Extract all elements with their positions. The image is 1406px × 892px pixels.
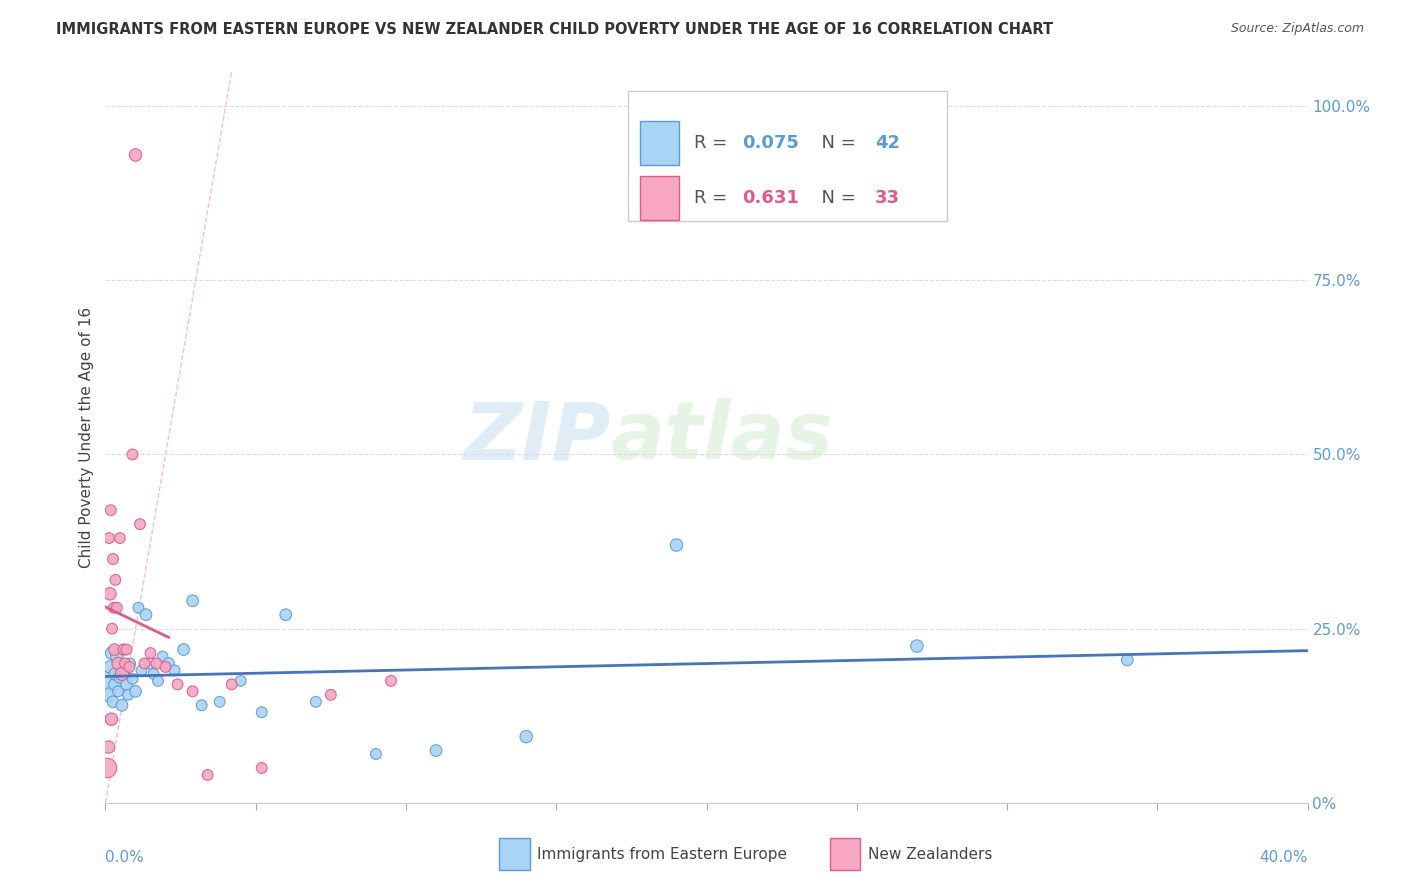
Point xyxy=(665,538,688,552)
Point xyxy=(104,667,127,681)
Point xyxy=(157,657,180,671)
Text: 40.0%: 40.0% xyxy=(1260,850,1308,865)
Point xyxy=(121,448,143,462)
Point xyxy=(98,660,121,674)
Point xyxy=(364,747,387,761)
Point xyxy=(101,552,124,566)
Text: Source: ZipAtlas.com: Source: ZipAtlas.com xyxy=(1230,22,1364,36)
Point xyxy=(98,531,121,545)
Point xyxy=(208,695,231,709)
Point xyxy=(129,517,152,532)
Point xyxy=(120,657,142,671)
Point xyxy=(905,639,928,653)
Point xyxy=(319,688,342,702)
Y-axis label: Child Poverty Under the Age of 16: Child Poverty Under the Age of 16 xyxy=(79,307,94,567)
Text: atlas: atlas xyxy=(610,398,834,476)
Point xyxy=(101,622,124,636)
Point xyxy=(107,684,129,698)
Text: N =: N = xyxy=(810,134,862,153)
Point xyxy=(103,677,125,691)
Point xyxy=(103,600,125,615)
Point xyxy=(163,664,186,678)
Point xyxy=(98,688,121,702)
Point xyxy=(425,743,447,757)
Point xyxy=(250,705,273,719)
Point xyxy=(111,698,134,713)
Point xyxy=(221,677,243,691)
Point xyxy=(145,657,167,671)
Point xyxy=(107,657,129,671)
Text: New Zealanders: New Zealanders xyxy=(868,847,991,862)
Point xyxy=(128,600,150,615)
Point xyxy=(100,712,122,726)
Point xyxy=(108,670,131,684)
Point xyxy=(115,677,138,691)
Point xyxy=(96,761,118,775)
Point xyxy=(152,649,174,664)
Point xyxy=(103,642,125,657)
Point xyxy=(100,712,122,726)
Text: ZIP: ZIP xyxy=(463,398,610,476)
Point xyxy=(97,673,120,688)
Point xyxy=(115,642,138,657)
Point xyxy=(155,660,177,674)
Point xyxy=(181,684,204,698)
Point xyxy=(124,684,146,698)
Text: 0.631: 0.631 xyxy=(742,189,800,207)
Point xyxy=(1116,653,1139,667)
Point xyxy=(229,673,252,688)
Point xyxy=(105,649,128,664)
Point xyxy=(515,730,537,744)
Text: 42: 42 xyxy=(875,134,900,153)
Point xyxy=(118,660,141,674)
Point xyxy=(104,573,127,587)
Point xyxy=(100,503,122,517)
Point xyxy=(134,657,156,671)
Point xyxy=(101,695,124,709)
Point xyxy=(142,667,165,681)
Text: Immigrants from Eastern Europe: Immigrants from Eastern Europe xyxy=(537,847,787,862)
Point xyxy=(166,677,188,691)
Point xyxy=(114,664,136,678)
Bar xyxy=(640,176,679,219)
Point xyxy=(98,587,121,601)
Point xyxy=(146,673,169,688)
Text: IMMIGRANTS FROM EASTERN EUROPE VS NEW ZEALANDER CHILD POVERTY UNDER THE AGE OF 1: IMMIGRANTS FROM EASTERN EUROPE VS NEW ZE… xyxy=(56,22,1053,37)
Text: R =: R = xyxy=(695,134,734,153)
Point xyxy=(135,607,157,622)
Point xyxy=(197,768,219,782)
Point xyxy=(380,673,402,688)
Point xyxy=(250,761,273,775)
Point xyxy=(274,607,297,622)
Point xyxy=(101,646,124,660)
Point xyxy=(131,664,153,678)
Point xyxy=(139,657,162,671)
Point xyxy=(190,698,212,713)
Text: R =: R = xyxy=(695,189,734,207)
Text: N =: N = xyxy=(810,189,862,207)
Point xyxy=(105,600,128,615)
Point xyxy=(97,740,120,755)
Point xyxy=(114,657,136,671)
Text: 0.0%: 0.0% xyxy=(105,850,145,865)
Text: 0.075: 0.075 xyxy=(742,134,800,153)
Point xyxy=(108,531,131,545)
Point xyxy=(181,594,204,608)
Point xyxy=(173,642,195,657)
Point xyxy=(112,642,135,657)
Point xyxy=(305,695,328,709)
Text: 33: 33 xyxy=(875,189,900,207)
Bar xyxy=(640,121,679,165)
Point xyxy=(121,672,143,686)
Point xyxy=(112,642,135,657)
Point xyxy=(139,646,162,660)
Point xyxy=(124,148,146,162)
Point xyxy=(111,667,134,681)
Point xyxy=(117,688,139,702)
FancyBboxPatch shape xyxy=(628,91,948,221)
